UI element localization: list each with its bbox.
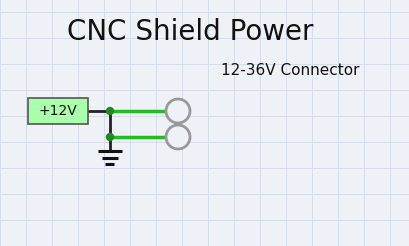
Text: +12V: +12V xyxy=(38,104,77,118)
FancyBboxPatch shape xyxy=(28,98,88,124)
Text: 12-36V Connector: 12-36V Connector xyxy=(220,63,358,78)
Circle shape xyxy=(106,134,113,140)
Circle shape xyxy=(106,108,113,114)
Text: CNC Shield Power: CNC Shield Power xyxy=(67,18,312,46)
Circle shape xyxy=(166,99,189,123)
Circle shape xyxy=(166,125,189,149)
